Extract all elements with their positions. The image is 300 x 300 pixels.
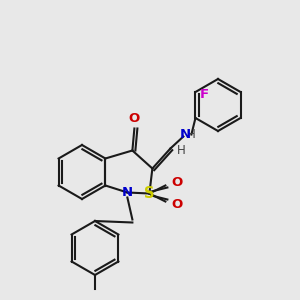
Text: S: S (144, 186, 154, 201)
Text: H: H (186, 128, 195, 141)
Text: O: O (129, 112, 140, 124)
Text: O: O (171, 176, 183, 189)
Text: N: N (179, 128, 191, 141)
Text: N: N (122, 186, 133, 199)
Text: H: H (176, 144, 185, 157)
Text: O: O (171, 198, 183, 211)
Text: F: F (200, 88, 208, 100)
